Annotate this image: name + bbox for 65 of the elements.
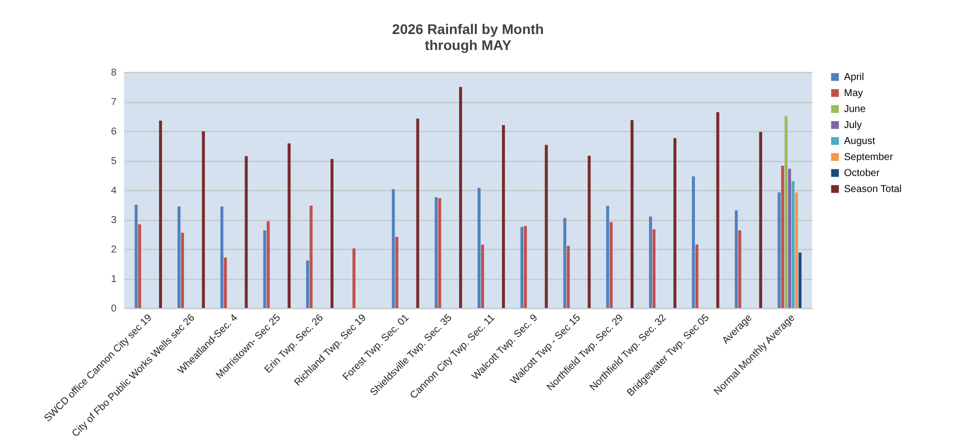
legend-label: June bbox=[844, 104, 866, 115]
bar bbox=[759, 132, 762, 308]
bar bbox=[481, 244, 484, 308]
bar bbox=[798, 252, 802, 308]
bar bbox=[784, 116, 788, 308]
bar bbox=[159, 120, 162, 308]
y-tick-label: 7 bbox=[110, 97, 117, 108]
y-tick-label: 0 bbox=[110, 304, 117, 314]
legend-label: April bbox=[844, 72, 864, 83]
bar bbox=[478, 188, 481, 308]
y-tick-label: 6 bbox=[110, 126, 117, 138]
bar bbox=[610, 222, 613, 308]
bar bbox=[310, 206, 313, 308]
bar bbox=[352, 248, 356, 308]
bar bbox=[266, 221, 270, 308]
chart-subtitle: through MAY bbox=[424, 37, 512, 53]
bar bbox=[588, 156, 591, 308]
bar bbox=[416, 118, 420, 308]
legend-label: August bbox=[844, 136, 876, 147]
bar bbox=[306, 260, 310, 308]
bar bbox=[695, 244, 698, 308]
bar bbox=[202, 131, 205, 308]
bar bbox=[181, 232, 184, 308]
bar bbox=[566, 246, 570, 308]
bar bbox=[692, 176, 695, 308]
bar bbox=[788, 168, 792, 308]
bar bbox=[459, 87, 462, 308]
bar bbox=[520, 226, 524, 308]
bar bbox=[395, 236, 398, 308]
bar bbox=[630, 120, 634, 308]
legend-label: October bbox=[844, 168, 880, 179]
y-tick-label: 1 bbox=[110, 274, 117, 285]
bar bbox=[524, 226, 527, 308]
bar bbox=[138, 224, 142, 308]
bar bbox=[544, 144, 548, 308]
bar bbox=[224, 258, 227, 308]
bar bbox=[134, 204, 138, 308]
legend-label: September bbox=[844, 152, 894, 163]
legend-label: July bbox=[844, 120, 862, 131]
bar bbox=[434, 197, 438, 308]
chart-title: 2026 Rainfall by Month bbox=[392, 21, 544, 37]
bar bbox=[673, 138, 676, 308]
bar bbox=[330, 159, 334, 308]
bar bbox=[778, 192, 781, 308]
legend-label: May bbox=[844, 88, 863, 99]
bar bbox=[652, 229, 656, 308]
bar bbox=[792, 181, 795, 308]
bar bbox=[781, 166, 784, 308]
y-tick-label: 4 bbox=[110, 186, 117, 196]
y-tick-label: 2 bbox=[110, 244, 117, 256]
bar bbox=[795, 192, 798, 308]
bar bbox=[649, 216, 652, 308]
y-tick-label: 3 bbox=[110, 215, 117, 226]
bar bbox=[502, 125, 505, 308]
bar bbox=[178, 206, 180, 308]
y-tick-label: 8 bbox=[110, 68, 117, 78]
bar bbox=[392, 189, 395, 308]
bar bbox=[716, 112, 720, 308]
bar bbox=[288, 143, 291, 308]
bar bbox=[438, 198, 442, 308]
bar bbox=[220, 206, 224, 308]
bar bbox=[606, 206, 610, 308]
bar bbox=[563, 218, 566, 308]
y-tick-label: 5 bbox=[110, 156, 117, 167]
legend-label: Season Total bbox=[844, 184, 902, 195]
